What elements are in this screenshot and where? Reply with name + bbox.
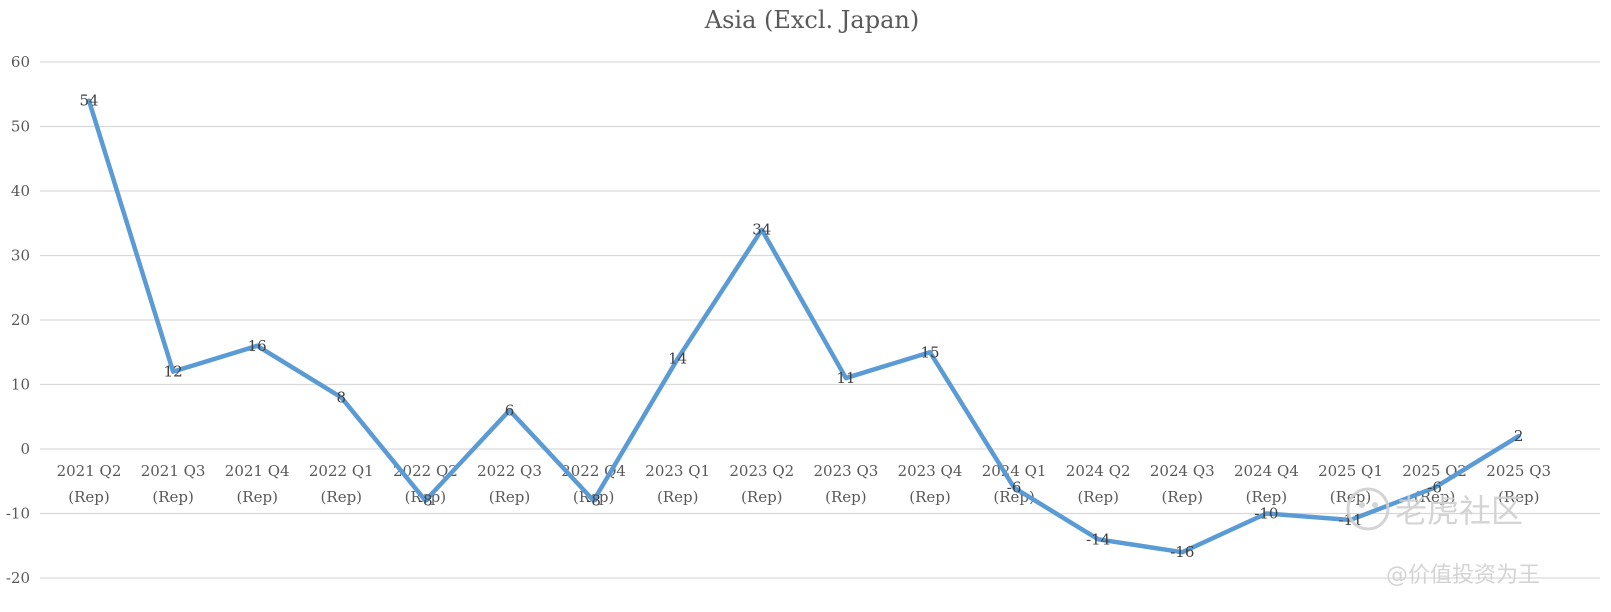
data-label: -6 (1007, 479, 1022, 497)
y-tick-label: 20 (11, 311, 30, 329)
data-label: -10 (1254, 505, 1278, 523)
data-label: 8 (337, 388, 347, 406)
data-label: 14 (668, 350, 687, 368)
x-tick-label: 2023 Q1 (Rep) (645, 462, 710, 506)
x-tick-label: 2022 Q3 (Rep) (477, 462, 542, 506)
data-label: 12 (164, 363, 183, 381)
x-tick-label: 2023 Q2 (Rep) (729, 462, 794, 506)
x-tick-label: 2023 Q4 (Rep) (898, 462, 963, 506)
y-tick-label: 50 (11, 118, 30, 136)
x-tick-label: 2024 Q3 (Rep) (1150, 462, 1215, 506)
y-tick-label: -20 (6, 569, 30, 587)
y-axis-ticks: 60 50 40 30 20 10 0 -10 -20 (6, 53, 30, 587)
x-tick-label: 2022 Q1 (Rep) (309, 462, 374, 506)
chart-title: Asia (Excl. Japan) (704, 6, 919, 34)
x-tick-label: 2021 Q2 (Rep) (57, 462, 122, 506)
data-label: 15 (920, 343, 939, 361)
data-label: -16 (1170, 543, 1194, 561)
x-tick-label: 2024 Q2 (Rep) (1066, 462, 1131, 506)
gridlines (40, 61, 1600, 579)
x-tick-label: 2024 Q4 (Rep) (1234, 462, 1299, 506)
data-label: 2 (1514, 427, 1524, 445)
data-label: 16 (248, 337, 267, 355)
y-tick-label: 30 (11, 247, 30, 265)
y-tick-label: 60 (11, 53, 30, 71)
data-label: 34 (752, 221, 771, 239)
data-label: 6 (505, 401, 515, 419)
series-lines (86, 98, 1521, 555)
data-label: 11 (836, 369, 855, 387)
x-tick-label: 2021 Q4 (Rep) (225, 462, 290, 506)
x-tick-label: 2023 Q3 (Rep) (814, 462, 879, 506)
x-axis-ticks: 2021 Q2 (Rep) 2021 Q3 (Rep) 2021 Q4 (Rep) 2022… (57, 462, 1551, 506)
y-tick-label: -10 (6, 505, 30, 523)
watermark-brand: 老虎社区 (1395, 492, 1523, 530)
y-tick-label: 40 (11, 182, 30, 200)
data-label: -8 (586, 492, 601, 510)
x-tick-label: 2025 Q3 (Rep) (1486, 462, 1551, 506)
data-label: -6 (1427, 479, 1442, 497)
series-line (86, 98, 1521, 555)
x-tick-label: 2021 Q3 (Rep) (141, 462, 206, 506)
y-tick-label: 10 (11, 376, 30, 394)
watermark-handle: @价值投资为王 (1386, 563, 1540, 588)
data-label: -14 (1086, 530, 1110, 548)
data-label: 54 (79, 92, 98, 110)
data-label: -8 (418, 492, 433, 510)
watermark: 老虎社区 @价值投资为王 (1346, 487, 1540, 588)
tiger-logo-icon (1346, 487, 1390, 531)
y-tick-label: 0 (20, 440, 30, 458)
